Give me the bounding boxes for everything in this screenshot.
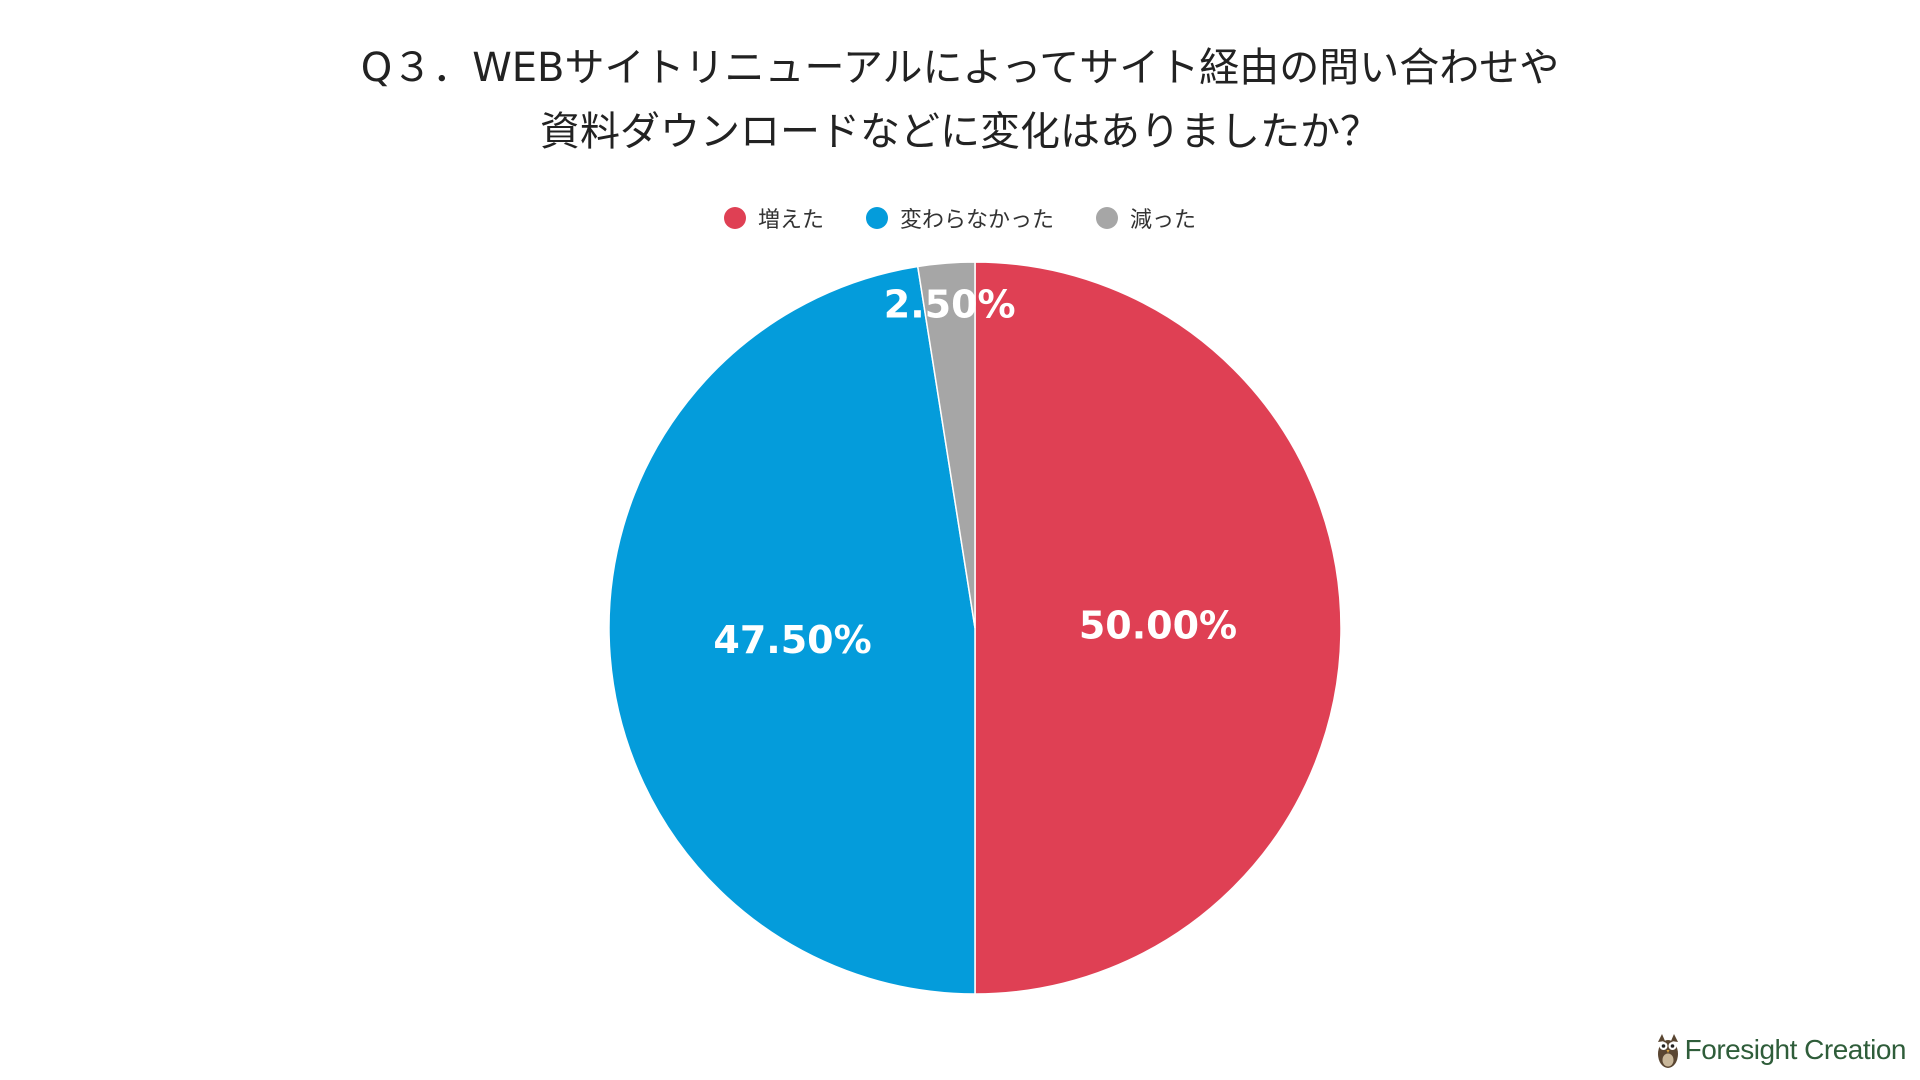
pie-slice-increased bbox=[974, 261, 1342, 995]
slice-label-unchanged: 47.50% bbox=[713, 618, 871, 662]
pie-slice-decreased bbox=[916, 261, 976, 629]
legend-item-unchanged: 変わらなかった bbox=[865, 202, 1054, 234]
owl-icon bbox=[1657, 1034, 1678, 1068]
chart-title: Q３．WEBサイトリニューアルによってサイト経由の問い合わせや 資料ダウンロード… bbox=[0, 36, 1920, 164]
slice-label-decreased: 2.50% bbox=[884, 282, 1016, 326]
logo-text: Foresight Creation bbox=[1684, 1034, 1907, 1065]
pie-slice-unchanged bbox=[608, 265, 976, 995]
legend-label-unchanged: 変わらなかった bbox=[899, 208, 1054, 233]
chart-title-line-2: 資料ダウンロードなどに変化はありましたか？ bbox=[540, 109, 1380, 155]
legend-swatch-decreased bbox=[1096, 207, 1118, 229]
legend-item-decreased: 減った bbox=[1096, 202, 1196, 234]
slice-label-increased: 50.00% bbox=[1079, 604, 1237, 648]
legend-label-decreased: 減った bbox=[1130, 208, 1197, 233]
chart-legend: 増えた 変わらなかった 減った bbox=[0, 202, 1920, 234]
legend-item-increased: 増えた bbox=[723, 202, 824, 234]
brand-logo: Foresight Creation bbox=[1655, 1030, 1907, 1070]
legend-label-increased: 増えた bbox=[757, 208, 824, 233]
legend-swatch-unchanged bbox=[865, 207, 888, 229]
legend-swatch-increased bbox=[723, 207, 746, 229]
chart-title-line-1: Q３．WEBサイトリニューアルによってサイト経由の問い合わせや bbox=[360, 45, 1560, 91]
